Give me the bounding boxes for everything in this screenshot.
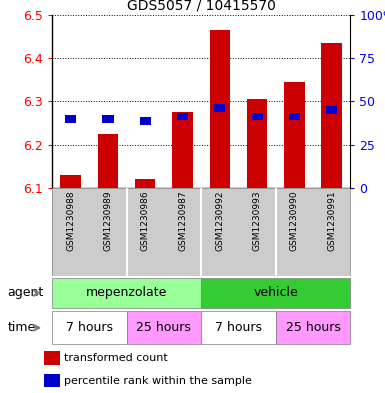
Bar <box>60 175 81 188</box>
Title: GDS5057 / 10415570: GDS5057 / 10415570 <box>127 0 276 12</box>
Bar <box>135 179 156 188</box>
Text: 25 hours: 25 hours <box>286 321 340 334</box>
Bar <box>52 312 127 344</box>
Bar <box>98 134 118 188</box>
Text: 25 hours: 25 hours <box>136 321 191 334</box>
Bar <box>177 113 188 120</box>
Bar <box>44 351 60 365</box>
Text: GSM1230993: GSM1230993 <box>253 191 262 251</box>
Text: GSM1230991: GSM1230991 <box>327 191 336 251</box>
Text: GSM1230987: GSM1230987 <box>178 191 187 251</box>
Bar <box>209 30 230 188</box>
Bar <box>276 312 350 344</box>
Bar <box>172 112 193 188</box>
Text: GSM1230992: GSM1230992 <box>215 191 224 251</box>
Bar <box>251 113 263 120</box>
Bar <box>65 115 76 123</box>
Bar <box>326 106 337 114</box>
Bar <box>201 278 350 308</box>
Text: agent: agent <box>8 286 44 299</box>
Bar <box>321 43 342 188</box>
Bar <box>247 99 267 188</box>
Text: GSM1230990: GSM1230990 <box>290 191 299 251</box>
Bar <box>201 312 276 344</box>
Text: percentile rank within the sample: percentile rank within the sample <box>64 376 251 386</box>
Text: GSM1230989: GSM1230989 <box>104 191 112 251</box>
Text: vehicle: vehicle <box>253 286 298 299</box>
Bar <box>214 104 225 112</box>
Text: time: time <box>8 321 36 334</box>
Bar <box>52 278 201 308</box>
Bar <box>102 115 114 123</box>
Bar <box>289 113 300 120</box>
Bar <box>127 312 201 344</box>
Text: 7 hours: 7 hours <box>215 321 262 334</box>
Bar <box>44 374 60 387</box>
Bar <box>284 82 305 188</box>
Text: mepenzolate: mepenzolate <box>86 286 167 299</box>
Text: transformed count: transformed count <box>64 353 167 363</box>
Text: 7 hours: 7 hours <box>66 321 113 334</box>
Text: GSM1230986: GSM1230986 <box>141 191 150 251</box>
Bar <box>140 117 151 125</box>
Text: GSM1230988: GSM1230988 <box>66 191 75 251</box>
